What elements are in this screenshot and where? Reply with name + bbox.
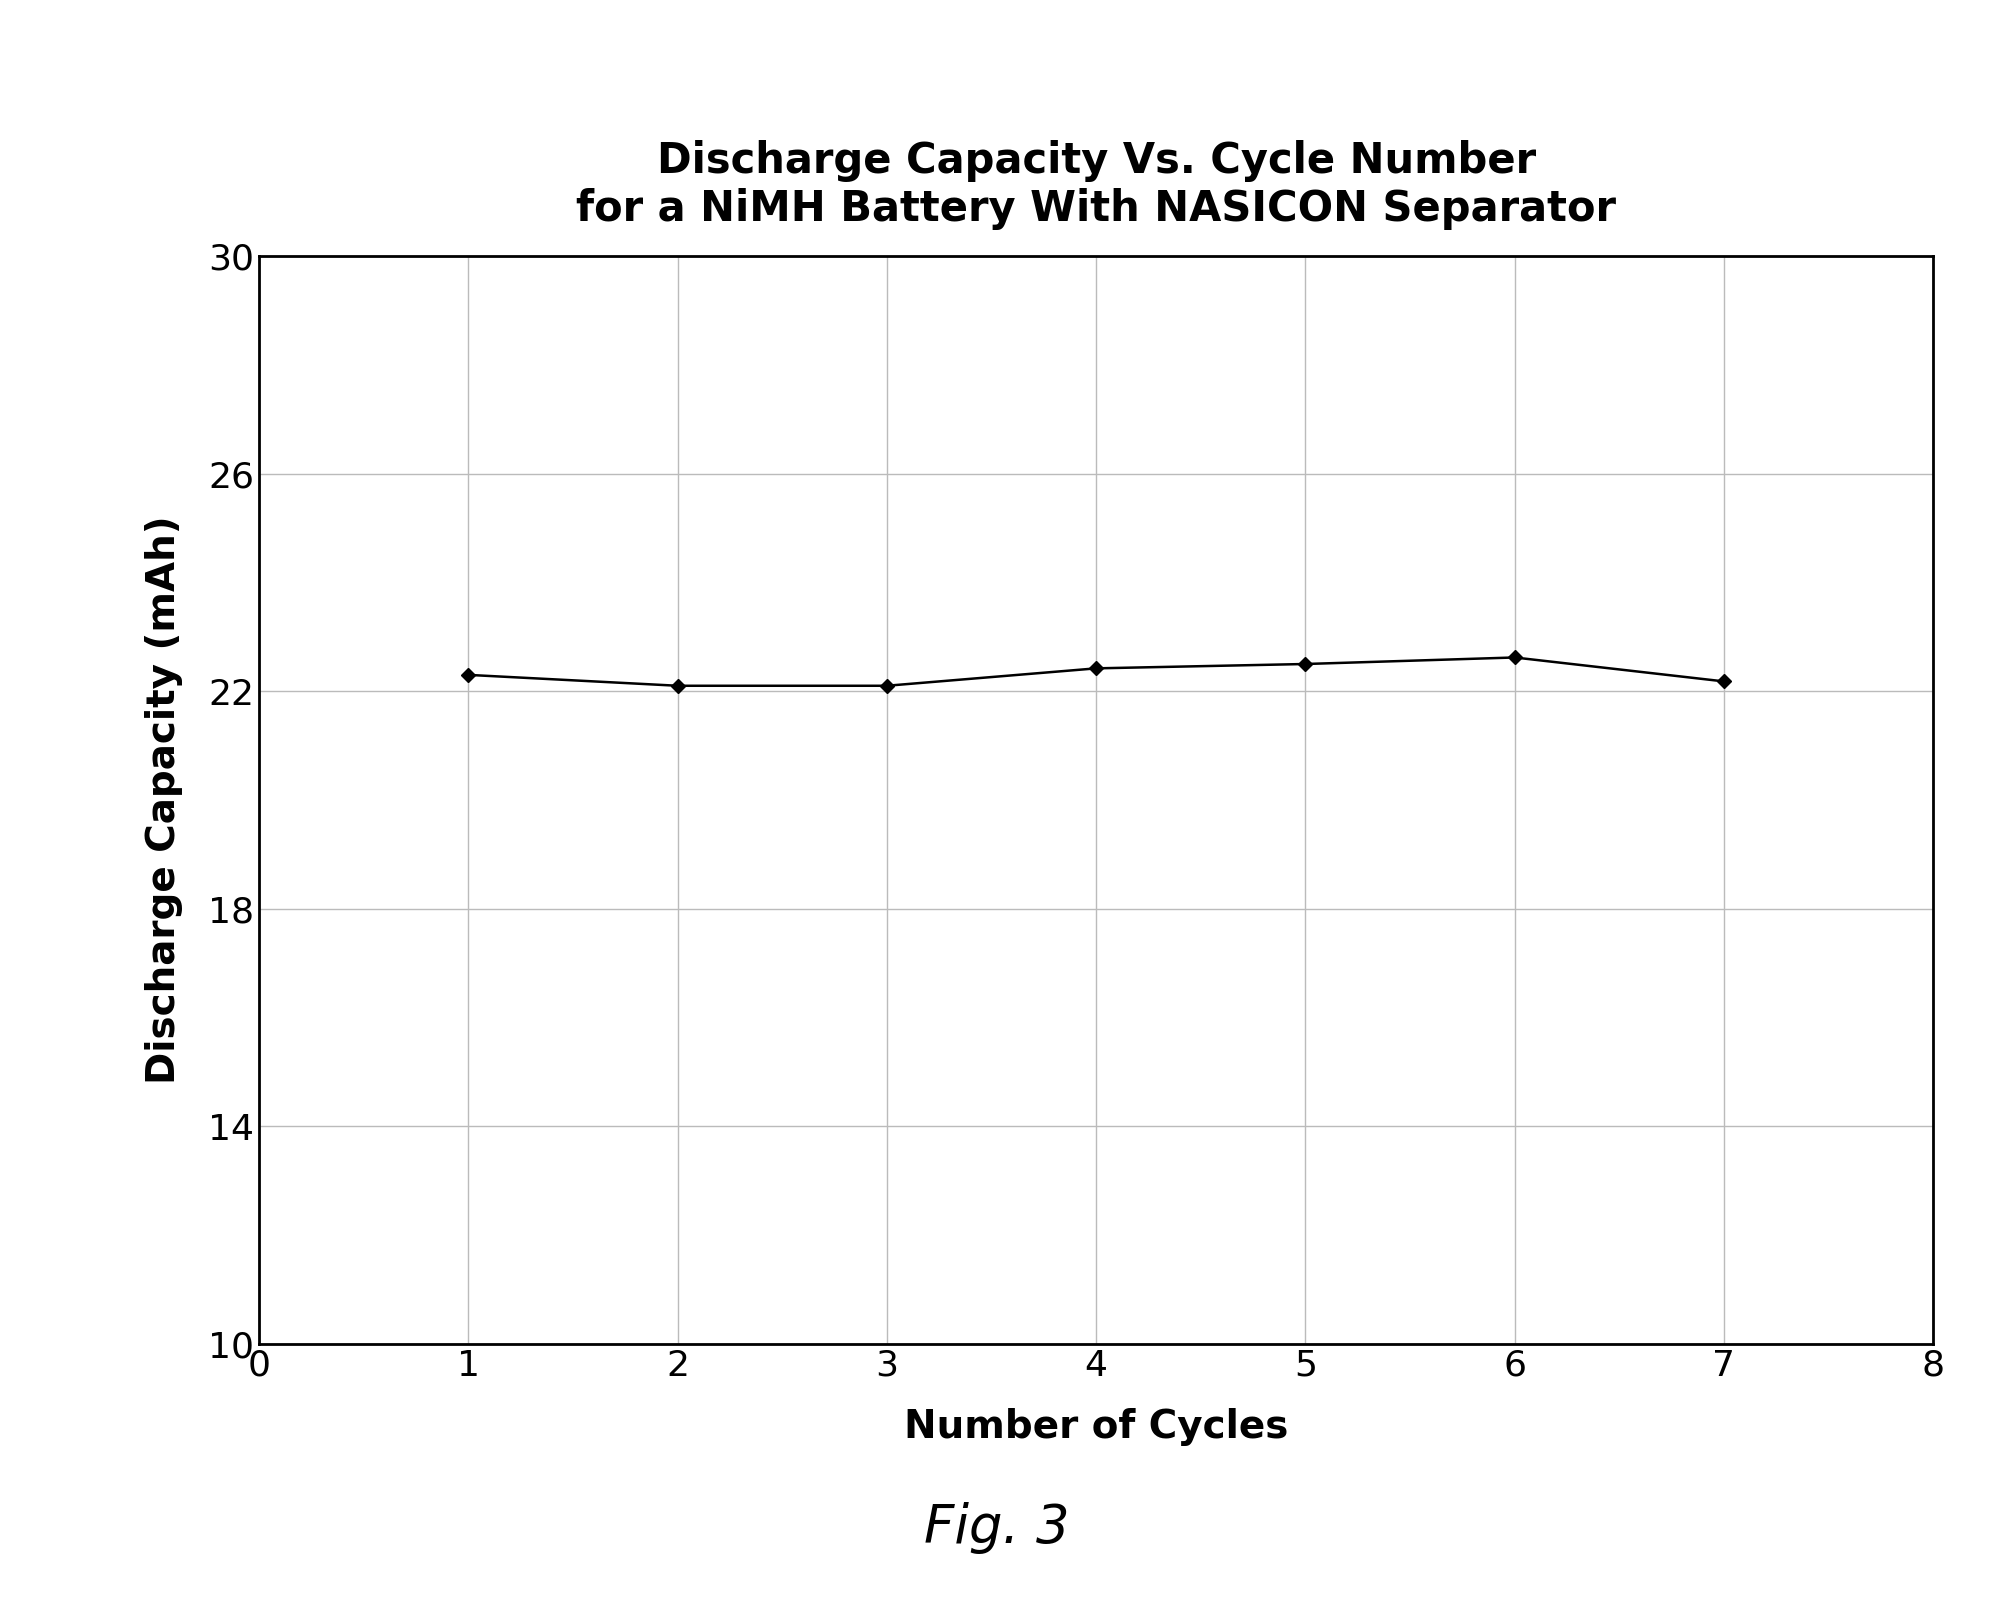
Y-axis label: Discharge Capacity (mAh): Discharge Capacity (mAh) [145,515,183,1085]
Title: Discharge Capacity Vs. Cycle Number
for a NiMH Battery With NASICON Separator: Discharge Capacity Vs. Cycle Number for … [576,139,1616,230]
Text: Fig. 3: Fig. 3 [923,1502,1070,1554]
X-axis label: Number of Cycles: Number of Cycles [905,1408,1287,1446]
